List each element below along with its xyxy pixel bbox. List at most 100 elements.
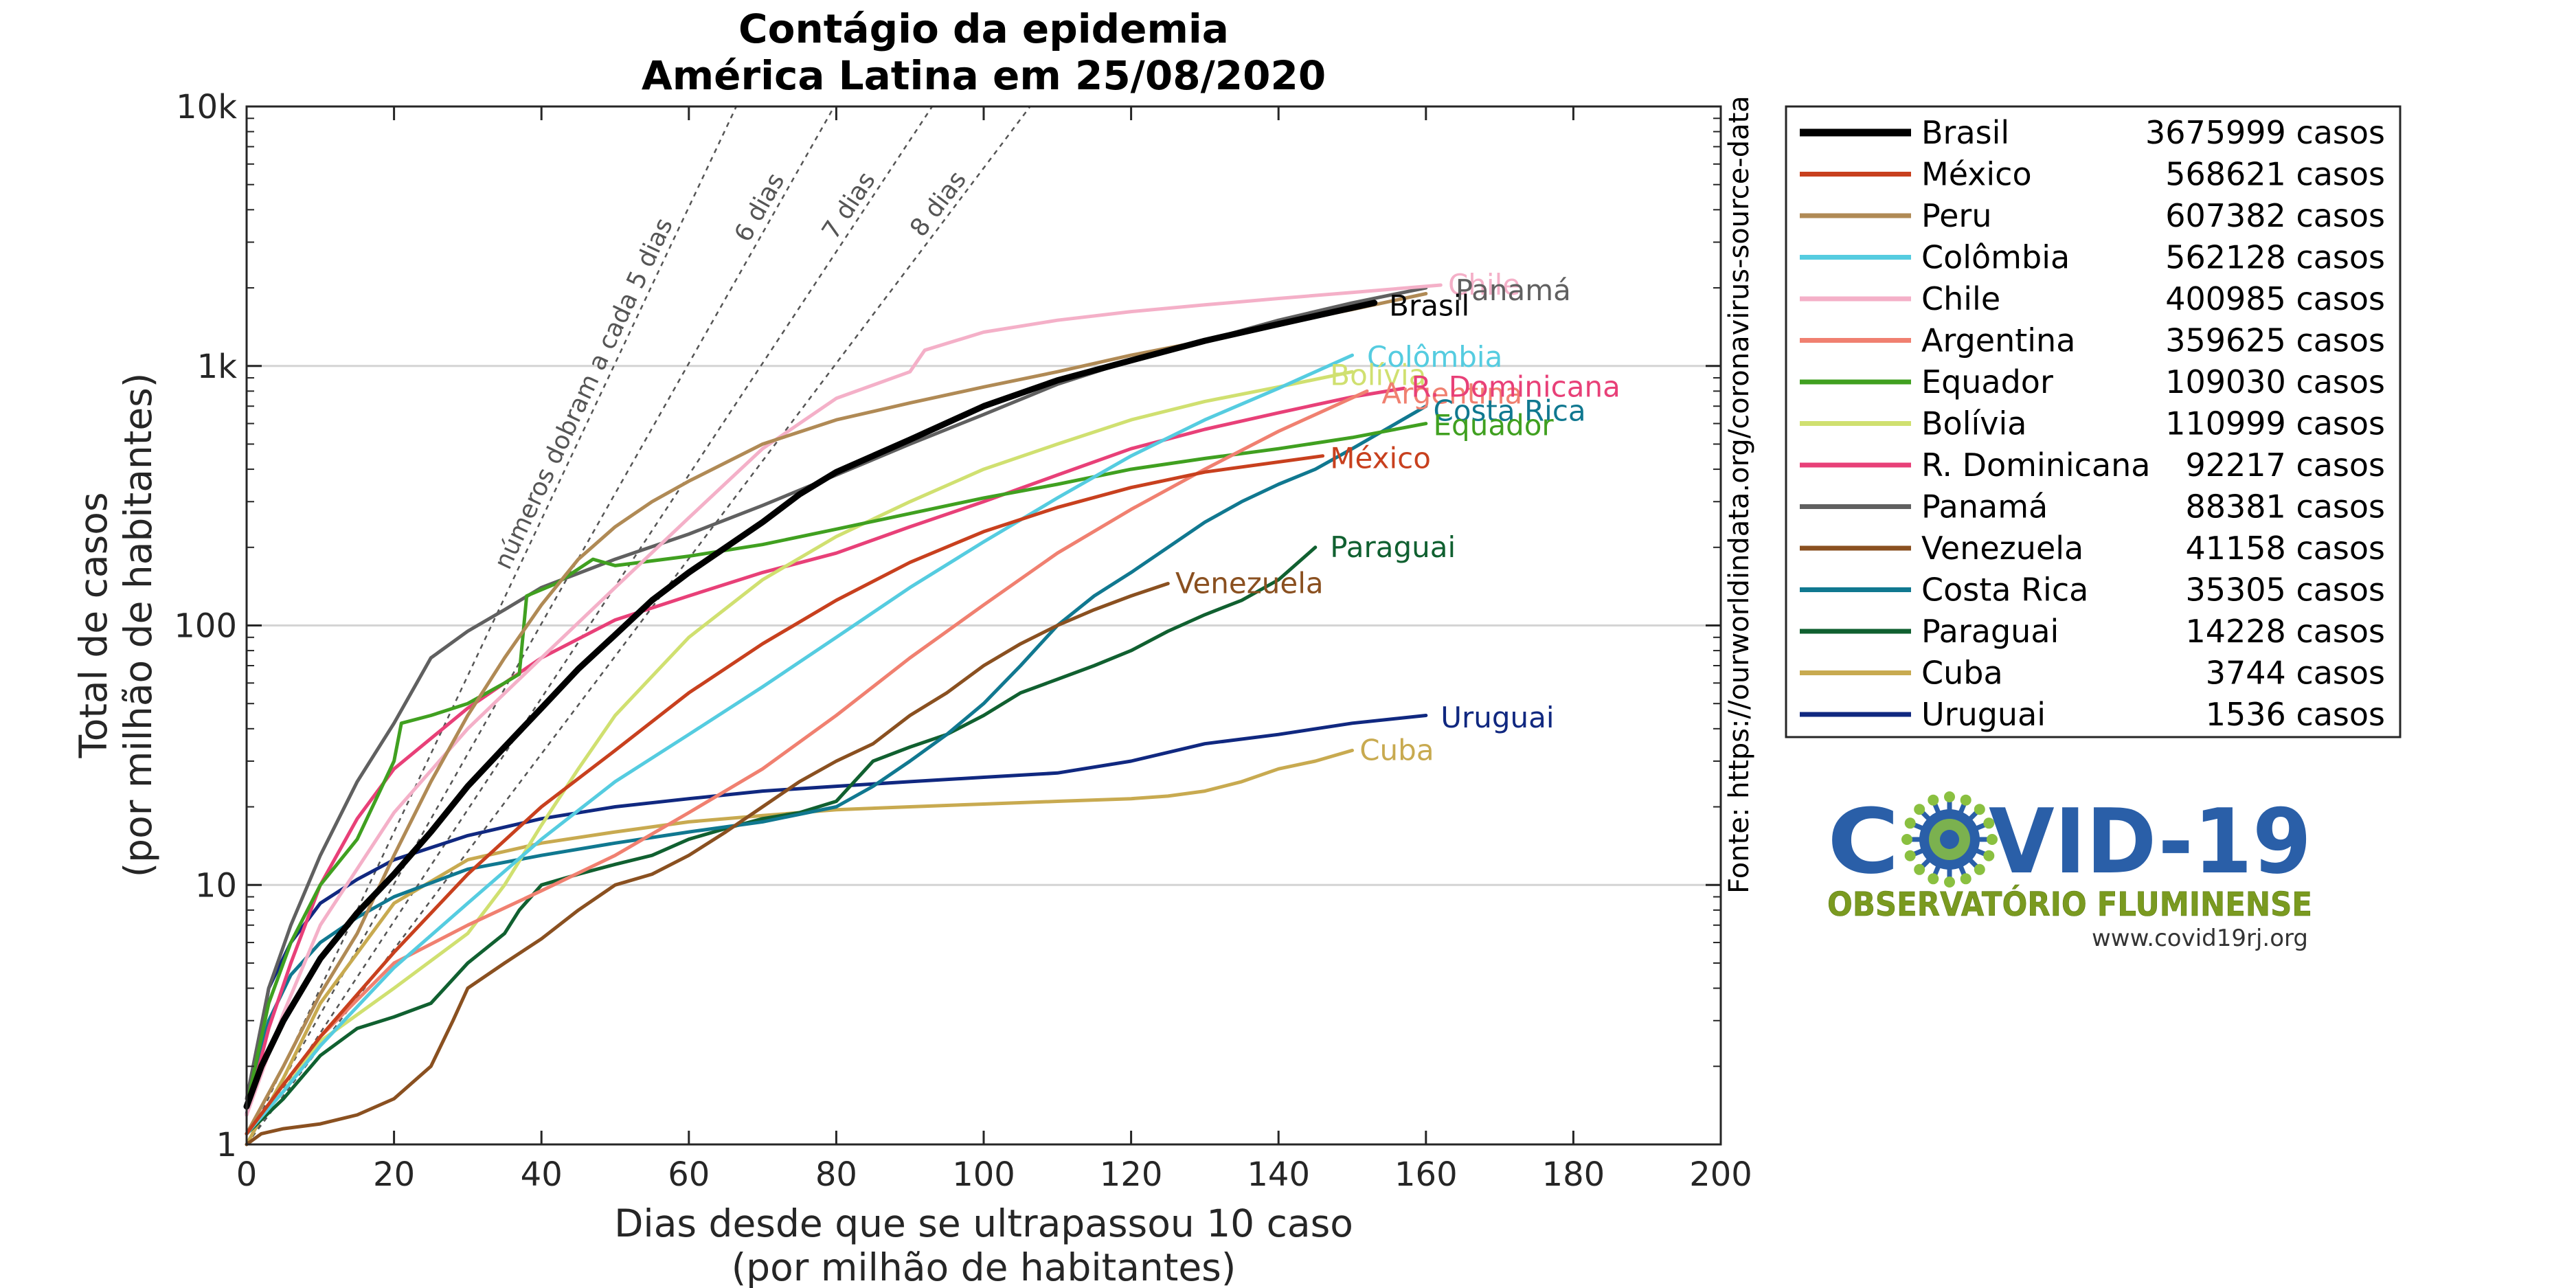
chart-title-line-2: América Latina em 25/08/2020 — [642, 52, 1326, 99]
legend-series-name: Chile — [1921, 280, 2000, 317]
logo-subtitle: OBSERVATÓRIO FLUMINENSE — [1827, 885, 2312, 924]
series-line — [245, 292, 1428, 1136]
series-end-label: Costa Rica — [1434, 394, 1586, 427]
x-tick-label: 60 — [668, 1155, 710, 1194]
y-tick-label: 1 — [216, 1126, 237, 1164]
legend-series-name: Bolívia — [1921, 405, 2026, 442]
x-tick-label: 20 — [373, 1155, 415, 1194]
legend-series-value: 562128 casos — [2165, 239, 2385, 276]
series-lines — [243, 283, 1443, 1146]
y-axis-label-line-2: (por milhão de habitantes) — [116, 373, 160, 878]
x-tick-label: 140 — [1247, 1155, 1310, 1194]
virus-icon — [1901, 791, 1998, 888]
legend-series-value: 110999 casos — [2165, 405, 2385, 442]
virus-spike-tip — [1928, 873, 1939, 885]
y-axis-label-line-1: Total de casos — [71, 492, 115, 758]
series-end-label: Chile — [1448, 268, 1520, 302]
series-line — [245, 422, 1428, 1109]
virus-spike-tip — [1944, 877, 1955, 888]
series-line — [245, 370, 1354, 1136]
legend-series-value: 41158 casos — [2185, 530, 2385, 567]
legend-series-name: Paraguai — [1921, 613, 2059, 650]
legend-series-value: 35305 casos — [2185, 572, 2385, 609]
series-end-label: Panamá — [1456, 273, 1571, 307]
virus-spike-tip — [1974, 863, 1985, 875]
x-tick-label: 200 — [1689, 1155, 1752, 1194]
legend: Brasil 3675999 casos México 568621 casos Per… — [1785, 105, 2402, 738]
series-line — [245, 283, 1443, 1117]
legend-series-value: 14228 casos — [2185, 613, 2385, 650]
virus-spike-tip — [1901, 834, 1912, 845]
series-end-label: Argentina — [1381, 377, 1522, 411]
virus-spike-tip — [1974, 804, 1985, 815]
x-tick-label: 160 — [1394, 1155, 1458, 1194]
doubling-reference-line — [245, 106, 835, 1145]
series-line — [243, 300, 1378, 1110]
virus-spike-tip — [1928, 794, 1939, 806]
legend-series-value: 92217 casos — [2185, 447, 2385, 484]
series-line — [245, 582, 1170, 1146]
x-tick-label: 40 — [521, 1155, 563, 1194]
grid-lines — [247, 365, 1721, 886]
series-line — [245, 353, 1354, 1136]
series-line — [245, 286, 1428, 1100]
series-end-label: México — [1330, 441, 1431, 475]
legend-series-value: 607382 casos — [2165, 197, 2385, 234]
legend-series-name: Costa Rica — [1921, 572, 2088, 609]
series-end-label: Paraguai — [1330, 530, 1456, 564]
doubling-reference-label: 6 dias — [730, 168, 791, 247]
legend-series-name: Panamá — [1921, 488, 2048, 526]
legend-series-name: Colômbia — [1921, 239, 2070, 276]
logo-title-right: VID-19 — [1989, 789, 2312, 894]
doubling-reference-label: 8 dias — [905, 166, 972, 242]
x-tick-label: 0 — [236, 1155, 258, 1194]
virus-spike-tip — [1983, 850, 1995, 861]
legend-series-name: Cuba — [1921, 655, 2003, 692]
series-end-label: Uruguai — [1440, 701, 1554, 734]
legend-series-name: Uruguai — [1921, 696, 2046, 733]
virus-spike-tip — [1944, 791, 1955, 802]
logo-title-left: C — [1827, 789, 1899, 894]
chart-title-line-1: Contágio da epidemia — [738, 5, 1229, 52]
series-end-label: Bolívia — [1330, 358, 1426, 392]
legend-series-name: Peru — [1921, 197, 1991, 234]
doubling-reference-line — [245, 106, 738, 1145]
legend-series-name: Brasil — [1921, 114, 2009, 151]
legend-series-value: 3744 casos — [2206, 655, 2385, 692]
x-axis-label-line-2: (por milhão de habitantes) — [732, 1245, 1236, 1288]
series-end-label: Venezuela — [1175, 567, 1324, 600]
legend-series-value: 1536 casos — [2206, 696, 2385, 733]
series-line — [245, 454, 1325, 1136]
y-tick-label: 1k — [197, 348, 238, 386]
series-line — [245, 714, 1428, 1117]
series-line — [245, 748, 1354, 1146]
x-tick-label: 100 — [952, 1155, 1015, 1194]
series-line — [245, 545, 1318, 1136]
virus-spike-tip — [1983, 817, 1995, 829]
axis-ticks: 0 20 40 60 80 100 120 140 160 180 200 1 10 100 1k 10k — [174, 88, 1752, 1194]
series-end-label: Cuba — [1359, 733, 1434, 767]
virus-spike-tip — [1904, 817, 1916, 829]
logo-url: www.covid19rj.org — [2092, 925, 2308, 952]
legend-series-name: Argentina — [1921, 322, 2075, 359]
legend-series-name: México — [1921, 156, 2032, 193]
legend-series-value: 88381 casos — [2185, 488, 2385, 526]
virus-spike-tip — [1904, 850, 1916, 861]
virus-spike-tip — [1914, 804, 1925, 815]
legend-series-value: 109030 casos — [2165, 363, 2385, 400]
source-note: Fonte: https://ourworldindata.org/corona… — [1724, 95, 1755, 894]
series-line — [245, 404, 1428, 1109]
x-axis-label-line-1: Dias desde que se ultrapassou 10 caso — [614, 1201, 1353, 1245]
legend-series-name: Venezuela — [1921, 530, 2083, 567]
x-tick-label: 180 — [1542, 1155, 1605, 1194]
y-tick-label: 10 — [195, 866, 237, 905]
virus-spike-tip — [1960, 873, 1971, 885]
legend-series-value: 400985 casos — [2165, 280, 2385, 317]
plot-area: números dobram a cada 5 dias 6 dias 7 dias… — [174, 88, 1752, 1194]
virus-spike-tip — [1960, 794, 1971, 806]
series-end-label: R. Dominicana — [1411, 370, 1620, 403]
series-end-label: Colômbia — [1367, 340, 1502, 374]
virus-spike-tip — [1914, 863, 1925, 875]
legend-series-value: 359625 casos — [2165, 322, 2385, 359]
